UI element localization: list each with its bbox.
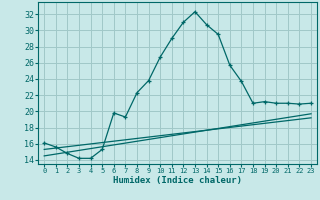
X-axis label: Humidex (Indice chaleur): Humidex (Indice chaleur)	[113, 176, 242, 185]
